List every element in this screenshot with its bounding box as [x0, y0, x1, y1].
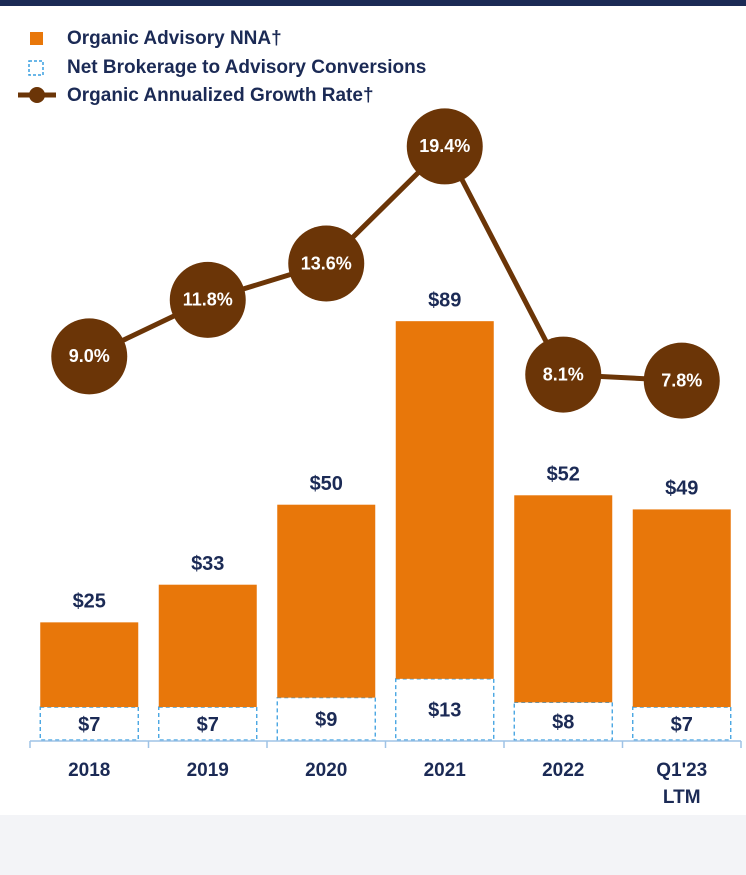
bar-segment: [632, 509, 731, 708]
data-label: $7: [197, 714, 219, 736]
total-label: $49: [665, 478, 698, 500]
bar-segment: [277, 504, 376, 698]
data-label: 9.0%: [69, 346, 110, 366]
total-label: $89: [428, 289, 461, 311]
legend-swatch: [28, 60, 44, 76]
x-tick-label: Q1'23 LTM: [656, 760, 707, 808]
data-label: 11.8%: [183, 290, 233, 310]
x-tick-label: 2019: [187, 760, 229, 781]
legend-label: Organic Annualized Growth Rate†: [67, 85, 374, 106]
bar-segment: [39, 706, 139, 741]
data-label: $7: [78, 714, 100, 736]
bar-segment: [158, 584, 257, 708]
data-label: $13: [428, 700, 461, 722]
footer-band: [0, 815, 746, 875]
total-label: $25: [73, 591, 106, 613]
total-label: $50: [310, 473, 343, 495]
legend-swatch: [30, 32, 43, 45]
line-marker: [406, 108, 483, 185]
total-label: $33: [191, 553, 224, 575]
legend-label: Net Brokerage to Advisory Conversions: [67, 57, 426, 78]
x-tick-label: 2022: [542, 760, 584, 781]
line-marker: [169, 261, 246, 338]
x-tick-label: 2018: [68, 760, 110, 781]
data-label: 19.4%: [419, 136, 470, 156]
line-marker: [51, 318, 128, 395]
total-label: $52: [547, 464, 580, 486]
data-label: 7.8%: [661, 370, 702, 390]
legend-swatch: [29, 87, 45, 103]
bar-segment: [40, 622, 139, 708]
top-rule: [0, 0, 746, 6]
data-label: 8.1%: [543, 364, 584, 384]
line-marker: [288, 225, 365, 302]
bar-segment: [514, 495, 613, 703]
data-label: 13.6%: [301, 253, 352, 273]
line-marker: [643, 342, 720, 419]
bar-segment: [395, 321, 494, 679]
line-marker: [525, 336, 602, 413]
x-tick-label: 2020: [305, 760, 347, 781]
legend-label: Organic Advisory NNA†: [67, 28, 282, 49]
data-label: $7: [671, 714, 693, 736]
data-label: $8: [552, 711, 574, 733]
x-tick-label: 2021: [424, 760, 467, 781]
data-label: $9: [315, 709, 337, 731]
